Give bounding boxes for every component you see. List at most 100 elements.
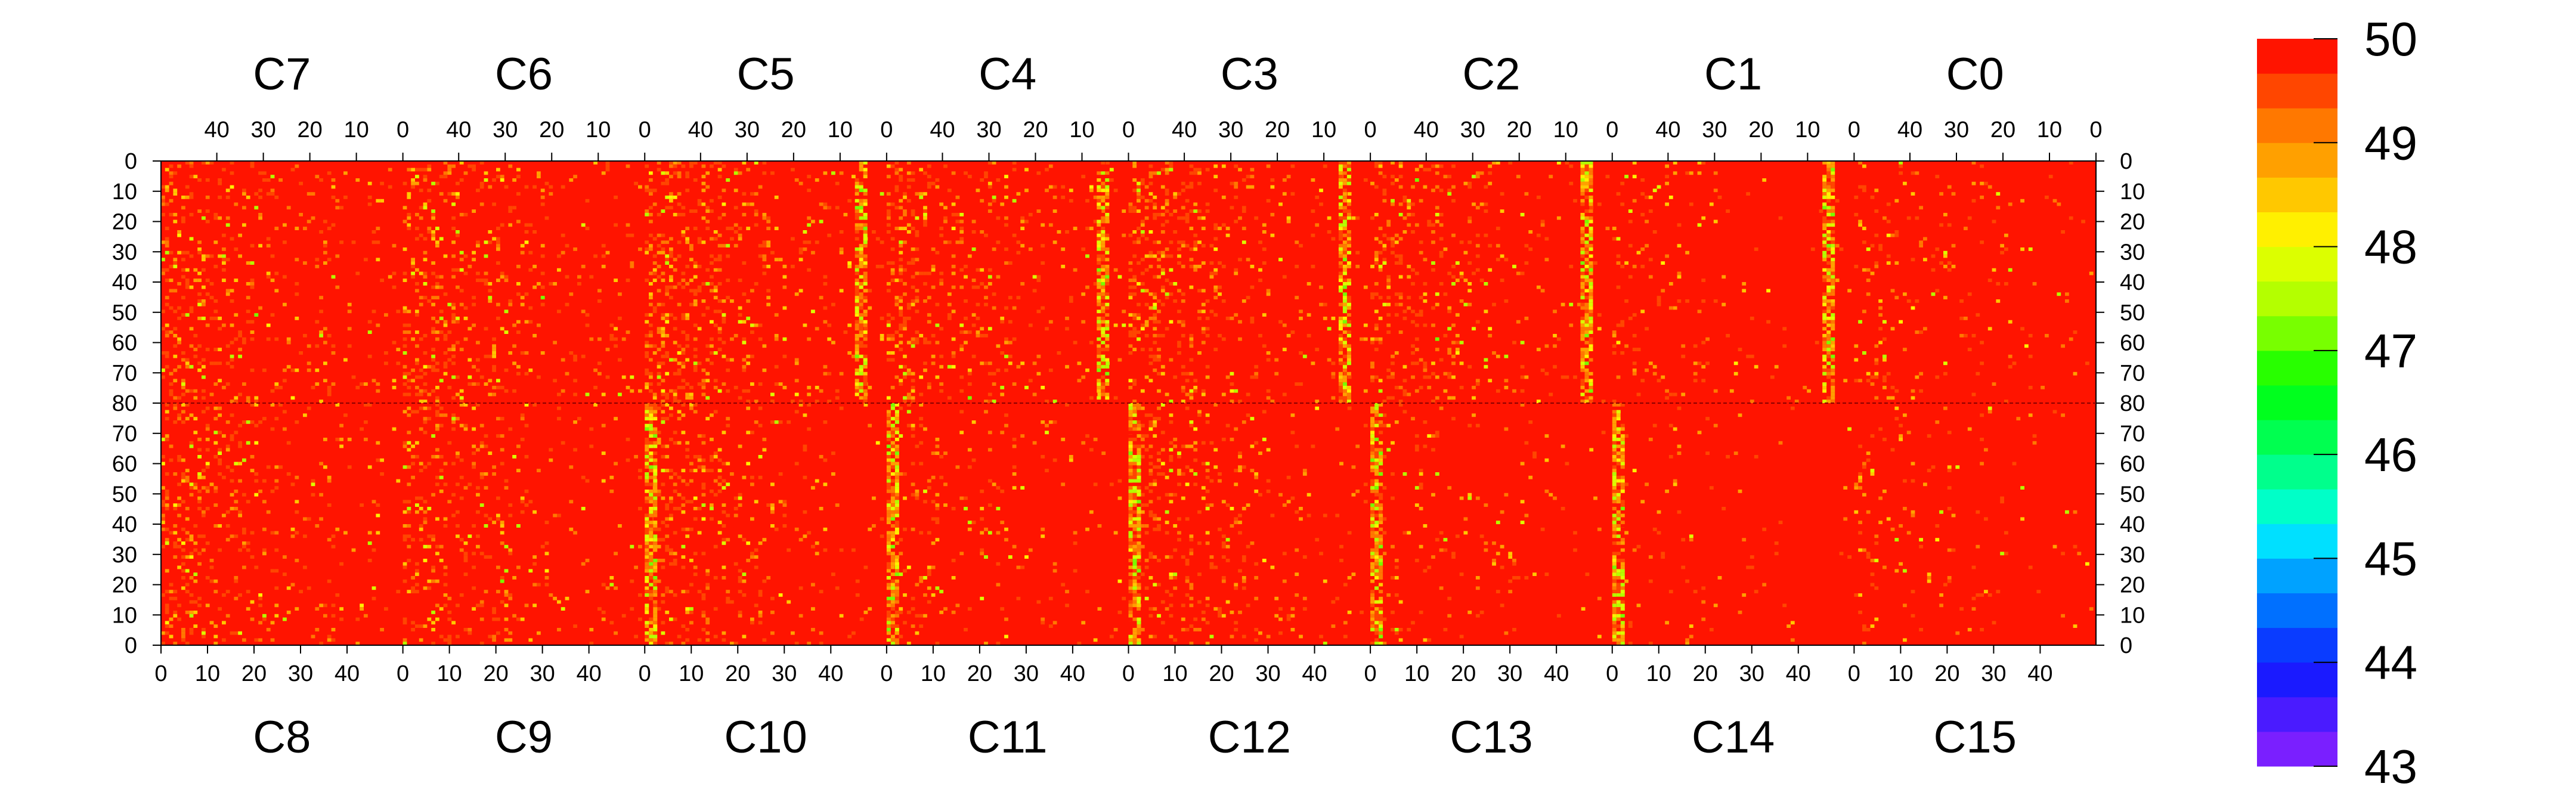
heatmap-cell xyxy=(1370,358,1374,362)
heatmap-cell xyxy=(839,171,844,175)
heatmap-cell xyxy=(443,320,448,324)
heatmap-cell xyxy=(1589,306,1593,310)
heatmap-cell xyxy=(1342,178,1347,182)
heatmap-cell xyxy=(1338,320,1343,324)
heatmap-cell xyxy=(456,196,460,199)
heatmap-cell xyxy=(447,168,452,172)
heatmap-cell xyxy=(1742,282,1747,286)
heatmap-cell xyxy=(286,365,291,369)
heatmap-cell xyxy=(762,265,767,268)
heatmap-cell xyxy=(782,306,787,310)
heatmap-cell xyxy=(1447,351,1452,355)
heatmap-cell xyxy=(197,302,202,306)
heatmap-cell xyxy=(222,168,226,172)
heatmap-cell xyxy=(669,237,673,241)
heatmap-cell xyxy=(435,396,439,400)
heatmap-cell xyxy=(1342,317,1347,320)
heatmap-cell xyxy=(859,354,863,358)
heatmap-cell xyxy=(726,278,730,282)
heatmap-cell xyxy=(1870,196,1875,199)
heatmap-cell xyxy=(1338,244,1343,247)
heatmap-cell xyxy=(1081,240,1086,244)
heatmap-cell xyxy=(1584,185,1589,189)
heatmap-cell xyxy=(1338,213,1343,216)
heatmap-cell xyxy=(886,358,891,362)
heatmap-cell xyxy=(854,344,859,348)
heatmap-cell xyxy=(161,486,165,490)
heatmap-cell xyxy=(1826,247,1831,251)
heatmap-cell xyxy=(854,306,859,310)
heatmap-cell xyxy=(766,240,771,244)
heatmap-cell xyxy=(1451,185,1456,189)
heatmap-cell xyxy=(161,240,165,244)
heatmap-cell xyxy=(927,313,931,317)
heatmap-cell xyxy=(693,337,698,341)
heatmap-cell xyxy=(652,237,657,241)
heatmap-cell xyxy=(169,389,174,393)
heatmap-cell xyxy=(939,365,944,369)
heatmap-cell xyxy=(689,289,693,293)
heatmap-cell xyxy=(693,361,698,366)
heatmap-cell xyxy=(1181,216,1185,220)
heatmap-cell xyxy=(262,441,267,445)
heatmap-cell xyxy=(1398,161,1403,165)
heatmap-cell xyxy=(847,306,852,310)
heatmap-cell xyxy=(726,389,730,393)
heatmap-cell xyxy=(1144,375,1149,379)
heatmap-cell xyxy=(959,344,964,348)
heatmap-cell xyxy=(1157,240,1161,244)
heatmap-cell xyxy=(319,178,323,182)
heatmap-cell xyxy=(1382,192,1387,196)
heatmap-cell xyxy=(649,302,653,306)
heatmap-cell xyxy=(177,603,181,608)
heatmap-cell xyxy=(327,227,332,230)
heatmap-cell xyxy=(1020,244,1025,247)
heatmap-cell xyxy=(1391,240,1395,244)
heatmap-cell xyxy=(1589,196,1593,199)
heatmap-cell xyxy=(380,344,384,348)
heatmap-cell xyxy=(1826,375,1831,379)
heatmap-cell xyxy=(693,292,698,296)
heatmap-cell xyxy=(1831,206,1835,210)
heatmap-cell xyxy=(1419,400,1423,403)
heatmap-cell xyxy=(1472,396,1476,400)
heatmap-cell xyxy=(762,244,767,247)
heatmap-cell xyxy=(367,196,372,199)
heatmap-cell xyxy=(811,250,815,255)
heatmap-cell xyxy=(524,320,529,324)
heatmap-cell xyxy=(899,216,903,220)
heatmap-cell xyxy=(427,230,432,234)
heatmap-cell xyxy=(230,185,234,189)
heatmap-cell xyxy=(899,244,903,247)
heatmap-cell xyxy=(1246,296,1250,299)
heatmap-cell xyxy=(262,213,267,216)
heatmap-cell xyxy=(1439,379,1444,383)
heatmap-cell xyxy=(1414,323,1419,327)
heatmap-cell xyxy=(189,441,194,445)
heatmap-cell xyxy=(209,593,214,597)
heatmap-cell xyxy=(435,296,439,299)
heatmap-cell xyxy=(1826,323,1831,327)
heatmap-cell xyxy=(1346,219,1351,224)
heatmap-cell xyxy=(959,389,964,393)
heatmap-cell xyxy=(1101,358,1106,362)
heatmap-cell xyxy=(193,354,198,358)
heatmap-cell xyxy=(665,171,670,175)
heatmap-cell xyxy=(1589,237,1593,241)
heatmap-cell xyxy=(863,358,868,362)
heatmap-cell xyxy=(722,344,726,348)
heatmap-cell xyxy=(242,458,246,462)
heatmap-cell xyxy=(605,161,610,165)
heatmap-cell xyxy=(863,175,868,178)
heatmap-cell xyxy=(649,250,653,255)
heatmap-cell xyxy=(766,199,771,203)
heatmap-cell xyxy=(327,392,332,397)
heatmap-cell xyxy=(1097,369,1101,372)
heatmap-cell xyxy=(173,555,178,559)
heatmap-cell xyxy=(923,365,927,369)
heatmap-cell xyxy=(1431,230,1435,234)
heatmap-cell xyxy=(754,323,758,327)
heatmap-cell xyxy=(1148,317,1153,320)
heatmap-cell xyxy=(1826,244,1831,247)
heatmap-cell xyxy=(1097,230,1101,234)
